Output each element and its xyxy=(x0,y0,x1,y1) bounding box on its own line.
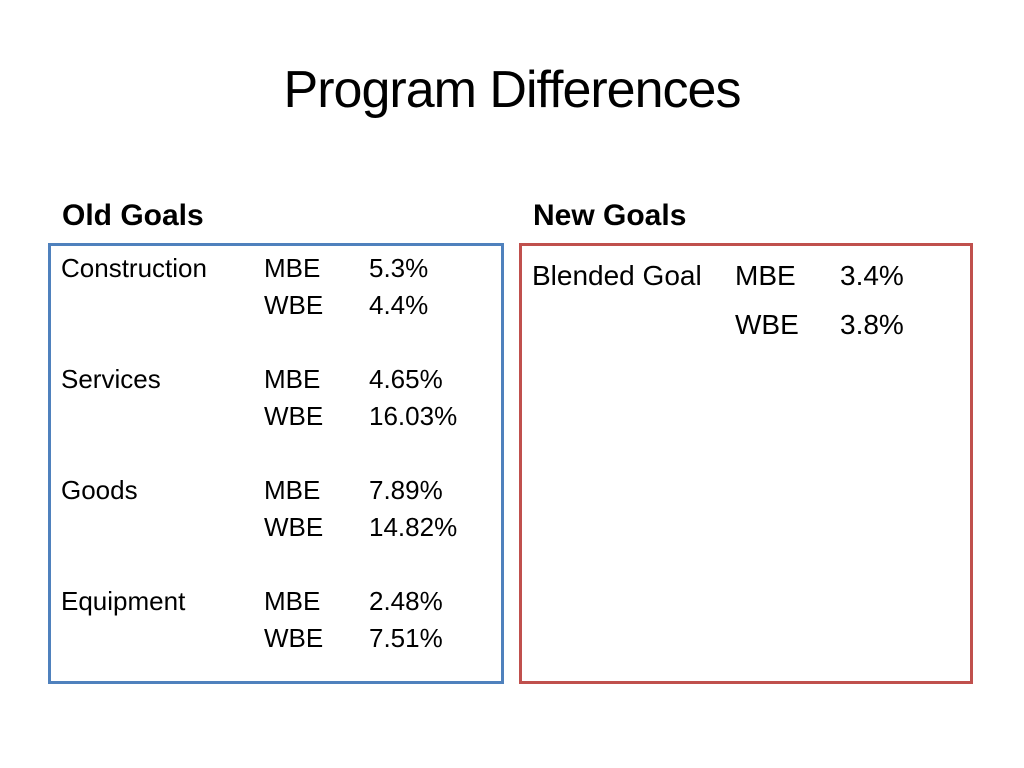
cert-type-label: MBE xyxy=(264,475,321,505)
goal-value: 5.3% xyxy=(369,253,429,283)
category-label: Construction xyxy=(61,253,207,283)
cert-type-label: MBE xyxy=(264,586,321,616)
old-goals-section: Old Goals Construction MBE 5.3% WBE 4.4%… xyxy=(48,196,504,684)
goal-row: Equipment MBE 2.48% xyxy=(61,583,497,620)
new-goals-box: Blended Goal MBE 3.4% WBE 3.8% xyxy=(519,243,973,684)
slide-title: Program Differences xyxy=(283,61,742,119)
goal-row: Goods MBE 7.89% xyxy=(61,472,497,509)
group-spacer xyxy=(61,324,497,361)
goal-row: Services MBE 4.65% xyxy=(61,361,497,398)
category-label: Equipment xyxy=(61,586,186,616)
goal-group-equipment: Equipment MBE 2.48% WBE 7.51% xyxy=(61,583,497,657)
new-goals-heading: New Goals xyxy=(533,199,687,232)
goal-value: 14.82% xyxy=(369,512,458,542)
cert-type-label: WBE xyxy=(735,309,799,340)
goal-row: Blended Goal MBE 3.4% xyxy=(532,258,966,294)
group-spacer xyxy=(61,546,497,583)
cert-type-label: MBE xyxy=(735,260,796,291)
cert-type-label: WBE xyxy=(264,401,324,431)
goal-value: 3.8% xyxy=(840,309,904,340)
goal-group-goods: Goods MBE 7.89% WBE 14.82% xyxy=(61,472,497,546)
goal-value: 16.03% xyxy=(369,401,458,431)
goal-value: 4.65% xyxy=(369,364,443,394)
goal-value: 7.51% xyxy=(369,623,443,653)
goal-row: WBE 4.4% xyxy=(61,287,497,324)
goal-row: WBE 7.51% xyxy=(61,620,497,657)
category-label: Goods xyxy=(61,475,138,505)
category-label xyxy=(61,509,264,546)
goal-row: WBE 16.03% xyxy=(61,398,497,435)
cert-type-label: WBE xyxy=(264,290,324,320)
goal-group-construction: Construction MBE 5.3% WBE 4.4% xyxy=(61,250,497,324)
cert-type-label: WBE xyxy=(264,512,324,542)
category-label xyxy=(61,620,264,657)
old-goals-box: Construction MBE 5.3% WBE 4.4% Services … xyxy=(48,243,504,684)
goal-value: 3.4% xyxy=(840,260,904,291)
category-label xyxy=(532,307,735,343)
goal-value: 4.4% xyxy=(369,290,429,320)
new-goals-section: New Goals Blended Goal MBE 3.4% WBE 3.8% xyxy=(519,196,973,684)
category-label xyxy=(61,398,264,435)
goal-group-blended: Blended Goal MBE 3.4% WBE 3.8% xyxy=(532,258,966,343)
goal-group-services: Services MBE 4.65% WBE 16.03% xyxy=(61,361,497,435)
cert-type-label: MBE xyxy=(264,253,321,283)
goal-row: Construction MBE 5.3% xyxy=(61,250,497,287)
category-label: Blended Goal xyxy=(532,260,702,291)
goal-value: 7.89% xyxy=(369,475,443,505)
goal-row: WBE 3.8% xyxy=(532,307,966,343)
category-label xyxy=(61,287,264,324)
goal-value: 2.48% xyxy=(369,586,443,616)
goal-row: WBE 14.82% xyxy=(61,509,497,546)
old-goals-heading: Old Goals xyxy=(62,199,204,232)
cert-type-label: WBE xyxy=(264,623,324,653)
group-spacer xyxy=(61,435,497,472)
cert-type-label: MBE xyxy=(264,364,321,394)
category-label: Services xyxy=(61,364,161,394)
